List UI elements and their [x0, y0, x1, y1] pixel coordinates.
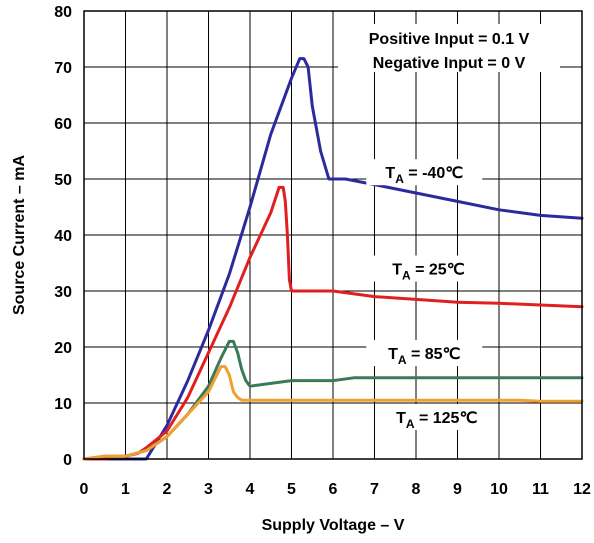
- series-line-3: [82, 365, 584, 461]
- x-tick-label: 12: [573, 481, 591, 498]
- y-axis-title: Source Current – mA: [11, 155, 28, 315]
- y-tick-label: 80: [54, 4, 72, 21]
- series-label-2: TA = 85℃: [388, 346, 460, 367]
- annotation-box: Positive Input = 0.1 V Negative Input = …: [338, 24, 560, 72]
- series-label-background: [378, 403, 495, 430]
- series-label-3: TA = 125℃: [396, 410, 477, 431]
- x-tick-label: 11: [532, 481, 549, 498]
- y-tick-label: 50: [54, 172, 72, 189]
- x-tick-label: 5: [287, 481, 296, 498]
- x-tick-label: 7: [370, 481, 379, 498]
- x-tick-label: 6: [329, 481, 338, 498]
- x-tick-label: 8: [412, 481, 421, 498]
- series-label-background: [370, 255, 487, 282]
- series-line-1: [82, 185, 584, 461]
- series-label-main: T: [388, 346, 398, 363]
- annotation-positive-input: Positive Input = 0.1 V: [369, 31, 530, 48]
- x-tick-label: 2: [163, 481, 172, 498]
- y-tick-label: 60: [54, 116, 72, 133]
- annotation-background: [338, 24, 560, 72]
- y-tick-label: 30: [54, 284, 72, 301]
- series-label-subscript: A: [395, 172, 404, 186]
- series-label-main: T: [396, 410, 406, 427]
- series-lines: [82, 57, 584, 461]
- grid: [83, 10, 583, 460]
- x-tick-label: 9: [453, 481, 462, 498]
- y-tick-label: 20: [54, 340, 72, 357]
- x-tick-label: 3: [204, 481, 213, 498]
- annotation-negative-input: Negative Input = 0 V: [373, 55, 526, 72]
- series-labels: TA = -40℃TA = 25℃TA = 85℃TA = 125℃: [366, 159, 495, 431]
- series-label-subscript: A: [406, 417, 415, 431]
- series-label-background: [366, 159, 483, 186]
- series-line-0: [82, 57, 584, 461]
- y-tick-label: 70: [54, 60, 72, 77]
- x-tick-label: 1: [121, 481, 130, 498]
- plot-frame: [83, 10, 583, 460]
- series-label-rest: = 25℃: [411, 262, 465, 279]
- series-label-subscript: A: [398, 353, 407, 367]
- series-label-rest: = -40℃: [404, 165, 463, 182]
- series-label-background: [366, 340, 483, 367]
- series-label-0: TA = -40℃: [385, 165, 463, 186]
- x-tick-label: 10: [490, 481, 508, 498]
- series-label-rest: = 85℃: [407, 346, 461, 363]
- x-tick-label: 0: [80, 481, 89, 498]
- series-label-subscript: A: [402, 269, 411, 283]
- y-tick-label: 40: [54, 228, 72, 245]
- x-tick-label: 4: [246, 481, 255, 498]
- series-label-rest: = 125℃: [415, 410, 478, 427]
- y-tick-label: 0: [63, 452, 72, 469]
- series-label-main: T: [392, 262, 402, 279]
- x-axis-title: Supply Voltage – V: [262, 517, 405, 534]
- series-label-main: T: [385, 165, 395, 182]
- series-label-1: TA = 25℃: [392, 262, 464, 283]
- y-tick-label: 10: [54, 396, 72, 413]
